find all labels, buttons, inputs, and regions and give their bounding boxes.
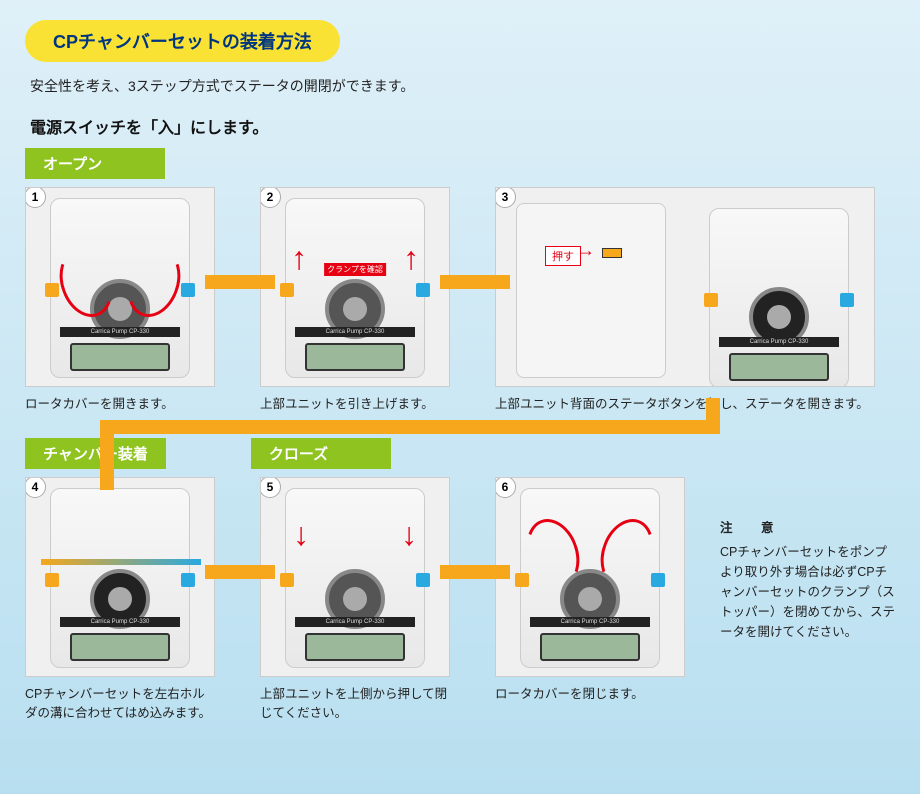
step-number-1: 1 bbox=[25, 187, 46, 208]
push-label: 押す bbox=[545, 246, 581, 266]
section-label-close: クローズ bbox=[251, 438, 391, 469]
connector-down-r bbox=[706, 398, 720, 434]
device-illustration-2: 2 クランプを確認 Carrica Pump CP-330 ↑ ↑ bbox=[260, 187, 450, 387]
clamp-label: クランプを確認 bbox=[324, 263, 386, 276]
power-instruction: 電源スイッチを「入」にします。 bbox=[30, 114, 895, 138]
step-caption-3: 上部ユニット背面のステータボタンを押し、ステータを開きます。 bbox=[495, 395, 875, 414]
section-labels-row-2: チャンバー装着 クローズ bbox=[25, 438, 895, 477]
device-illustration-5: 5 Carrica Pump CP-330 ↓ ↓ bbox=[260, 477, 450, 677]
steps-row-1: 1 Carrica Pump CP-330 ロータカバーを開きます。 2 クラン… bbox=[25, 187, 895, 414]
device-illustration-1: 1 Carrica Pump CP-330 bbox=[25, 187, 215, 387]
connector-down-h bbox=[100, 420, 720, 434]
device-illustration-4: 4 Carrica Pump CP-330 bbox=[25, 477, 215, 677]
step-number-3: 3 bbox=[495, 187, 516, 208]
step-caption-4: CPチャンバーセットを左右ホルダの溝に合わせてはめ込みます。 bbox=[25, 685, 215, 723]
step-1: 1 Carrica Pump CP-330 ロータカバーを開きます。 bbox=[25, 187, 215, 414]
caution-body: CPチャンバーセットをポンプより取り外す場合は必ずCPチャンバーセットのクランプ… bbox=[720, 542, 895, 642]
device-illustration-6: 6 Carrica Pump CP-330 bbox=[495, 477, 685, 677]
connector-2-3 bbox=[440, 275, 510, 289]
device-illustration-3: 3 押す → Carrica Pump CP-330 bbox=[495, 187, 875, 387]
step-caption-2: 上部ユニットを引き上げます。 bbox=[260, 395, 450, 414]
caution-note: 注 意 CPチャンバーセットをポンプより取り外す場合は必ずCPチャンバーセットの… bbox=[720, 518, 895, 642]
caution-title: 注 意 bbox=[720, 518, 895, 538]
step-number-5: 5 bbox=[260, 477, 281, 498]
section-label-mount: チャンバー装着 bbox=[25, 438, 166, 469]
step-number-6: 6 bbox=[495, 477, 516, 498]
connector-1-2 bbox=[205, 275, 275, 289]
step-2: 2 クランプを確認 Carrica Pump CP-330 ↑ ↑ 上部ユニット… bbox=[260, 187, 450, 414]
page-title-badge: CPチャンバーセットの装着方法 bbox=[25, 20, 340, 62]
section-label-open: オープン bbox=[25, 148, 165, 179]
connector-5-6 bbox=[440, 565, 510, 579]
step-caption-6: ロータカバーを閉じます。 bbox=[495, 685, 685, 704]
step-caption-1: ロータカバーを開きます。 bbox=[25, 395, 215, 414]
step-3: 3 押す → Carrica Pump CP-330 上部ユニット背面のステータ… bbox=[495, 187, 875, 414]
step-caption-5: 上部ユニットを上側から押して閉じてください。 bbox=[260, 685, 450, 723]
step-4: 4 Carrica Pump CP-330 CPチャンバーセットを左右ホルダの溝… bbox=[25, 477, 215, 723]
page-subtitle: 安全性を考え、3ステップ方式でステータの開閉ができます。 bbox=[30, 76, 895, 96]
step-6: 6 Carrica Pump CP-330 ロータカバーを閉じます。 bbox=[495, 477, 685, 704]
step-number-2: 2 bbox=[260, 187, 281, 208]
step-number-4: 4 bbox=[25, 477, 46, 498]
connector-4-5 bbox=[205, 565, 275, 579]
step-5: 5 Carrica Pump CP-330 ↓ ↓ 上部ユニットを上側から押して… bbox=[260, 477, 450, 723]
